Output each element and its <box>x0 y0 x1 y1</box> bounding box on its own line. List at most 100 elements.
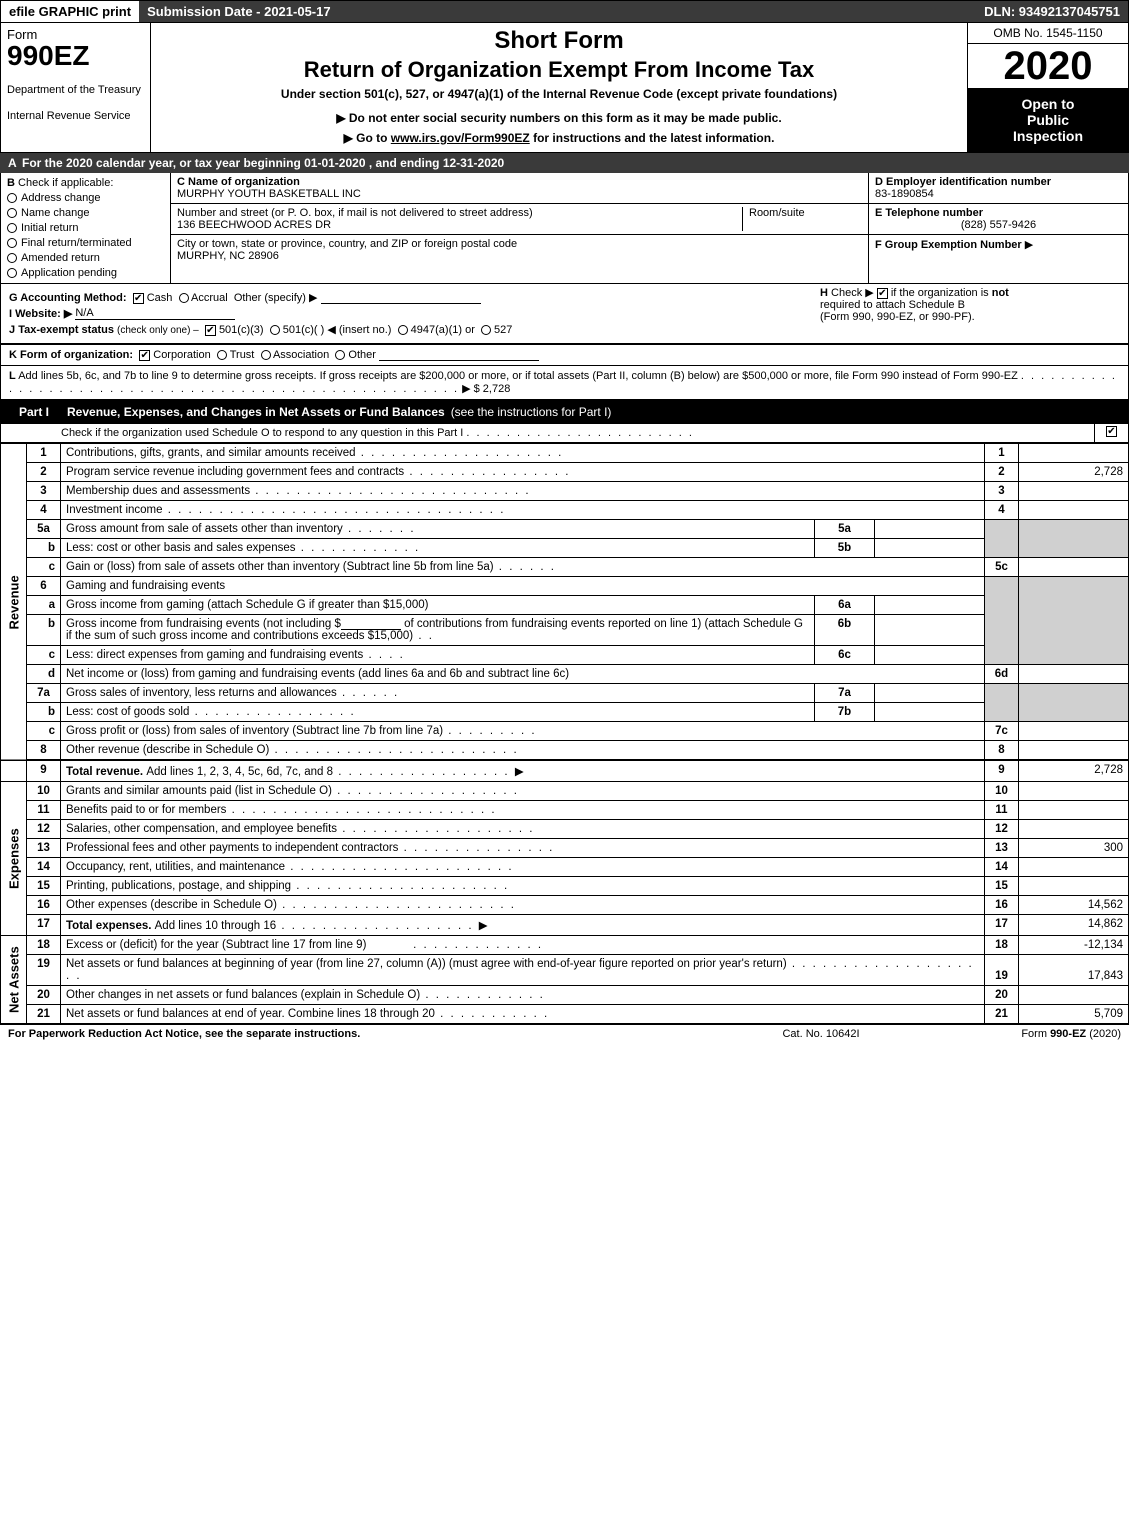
chk-527[interactable] <box>481 325 491 335</box>
open-to-public: Open to Public Inspection <box>968 88 1128 152</box>
part-i-check-row: Check if the organization used Schedule … <box>0 424 1129 443</box>
line-19-desc: Net assets or fund balances at beginning… <box>61 955 985 986</box>
box-e: E Telephone number (828) 557-9426 <box>869 204 1128 235</box>
part-i-title: Revenue, Expenses, and Changes in Net As… <box>67 405 445 419</box>
shade-7 <box>985 684 1019 722</box>
chk-address-change[interactable]: Address change <box>7 192 164 204</box>
chk-cash[interactable] <box>133 293 144 304</box>
efile-label: efile GRAPHIC print <box>1 1 139 22</box>
meta-ghij: H Check ▶ if the organization is not req… <box>0 284 1129 344</box>
revenue-side-label: Revenue <box>1 444 27 761</box>
line-12-desc: Salaries, other compensation, and employ… <box>61 820 985 839</box>
chk-final-return[interactable]: Final return/terminated <box>7 237 164 249</box>
line-6b-amt <box>875 615 985 646</box>
box-b-title: Check if applicable: <box>18 177 113 189</box>
line-9-desc: Total revenue. Add lines 1, 2, 3, 4, 5c,… <box>61 760 985 782</box>
chk-amended-return[interactable]: Amended return <box>7 252 164 264</box>
line-6d-amt <box>1019 665 1129 684</box>
line-1-desc: Contributions, gifts, grants, and simila… <box>61 444 985 463</box>
line-k: K Form of organization: Corporation Trus… <box>0 344 1129 365</box>
open-line2: Public <box>972 112 1124 128</box>
chk-other-org[interactable] <box>335 350 345 360</box>
short-form-title: Short Form <box>161 27 957 55</box>
line-8-desc: Other revenue (describe in Schedule O) .… <box>61 741 985 761</box>
other-method-input[interactable] <box>321 303 481 304</box>
chk-corporation[interactable] <box>139 350 150 361</box>
line-a-label: A <box>8 156 22 170</box>
part-i-label: Part I <box>9 404 59 420</box>
chk-association[interactable] <box>261 350 271 360</box>
ein-value: 83-1890854 <box>875 188 934 200</box>
org-address: 136 BEECHWOOD ACRES DR <box>177 219 331 231</box>
chk-schedule-o[interactable] <box>1106 426 1117 437</box>
page-footer: For Paperwork Reduction Act Notice, see … <box>0 1024 1129 1043</box>
header-left: Form 990EZ Department of the Treasury In… <box>1 23 151 152</box>
chk-application-pending[interactable]: Application pending <box>7 267 164 279</box>
other-org-input[interactable] <box>379 360 539 361</box>
line-7a-desc: Gross sales of inventory, less returns a… <box>61 684 815 703</box>
line-19-amt: 17,843 <box>1019 955 1129 986</box>
line-6a-desc: Gross income from gaming (attach Schedul… <box>61 596 815 615</box>
line-4-desc: Investment income . . . . . . . . . . . … <box>61 501 985 520</box>
line-17-amt: 14,862 <box>1019 915 1129 936</box>
box-b: B Check if applicable: Address change Na… <box>1 173 171 283</box>
line-15-amt <box>1019 877 1129 896</box>
info-right: D Employer identification number 83-1890… <box>868 173 1128 283</box>
line-2-desc: Program service revenue including govern… <box>61 463 985 482</box>
chk-initial-return[interactable]: Initial return <box>7 222 164 234</box>
name-label: Name of organization <box>188 176 300 188</box>
line-17-desc: Total expenses. Add lines 10 through 16 … <box>61 915 985 936</box>
line-15-desc: Printing, publications, postage, and shi… <box>61 877 985 896</box>
line-13-amt: 300 <box>1019 839 1129 858</box>
line-6c-amt <box>875 646 985 665</box>
dept-irs: Internal Revenue Service <box>7 110 144 122</box>
expenses-side-label: Expenses <box>1 782 27 936</box>
line-6c-desc: Less: direct expenses from gaming and fu… <box>61 646 815 665</box>
line-a-period: A For the 2020 calendar year, or tax yea… <box>0 153 1129 173</box>
open-line3: Inspection <box>972 128 1124 144</box>
chk-schedule-b[interactable] <box>877 288 888 299</box>
line-5a-amt <box>875 520 985 539</box>
submission-date: Submission Date - 2021-05-17 <box>139 1 339 22</box>
line-6d-desc: Net income or (loss) from gaming and fun… <box>61 665 985 684</box>
line-1-amt <box>1019 444 1129 463</box>
org-name: MURPHY YOUTH BASKETBALL INC <box>177 188 361 200</box>
tax-year: 2020 <box>968 44 1128 88</box>
line-16-amt: 14,562 <box>1019 896 1129 915</box>
box-c: C Name of organization MURPHY YOUTH BASK… <box>171 173 868 283</box>
line-12-amt <box>1019 820 1129 839</box>
return-title: Return of Organization Exempt From Incom… <box>161 57 957 83</box>
goto-note: ▶ Go to www.irs.gov/Form990EZ for instru… <box>161 131 957 145</box>
line-7b-desc: Less: cost of goods sold . . . . . . . .… <box>61 703 815 722</box>
line-14-desc: Occupancy, rent, utilities, and maintena… <box>61 858 985 877</box>
website-value: N/A <box>75 307 235 320</box>
shade-6 <box>985 577 1019 665</box>
header-mid: Short Form Return of Organization Exempt… <box>151 23 968 152</box>
line-6b-desc: Gross income from fundraising events (no… <box>61 615 815 646</box>
line-5b-amt <box>875 539 985 558</box>
line-20-amt <box>1019 986 1129 1005</box>
ssn-warning: ▶ Do not enter social security numbers o… <box>161 111 957 125</box>
irs-link[interactable]: www.irs.gov/Form990EZ <box>391 131 530 145</box>
chk-501c[interactable] <box>270 325 280 335</box>
shade-5 <box>985 520 1019 558</box>
chk-501c3[interactable] <box>205 325 216 336</box>
line-21-amt: 5,709 <box>1019 1005 1129 1024</box>
line-5a-desc: Gross amount from sale of assets other t… <box>61 520 815 539</box>
line-11-desc: Benefits paid to or for members . . . . … <box>61 801 985 820</box>
org-addr-row: Number and street (or P. O. box, if mail… <box>171 204 868 235</box>
line-8-amt <box>1019 741 1129 761</box>
line-7c-amt <box>1019 722 1129 741</box>
chk-4947[interactable] <box>398 325 408 335</box>
box-b-label: B <box>7 177 15 189</box>
footer-right: Form 990-EZ (2020) <box>921 1028 1121 1040</box>
chk-name-change[interactable]: Name change <box>7 207 164 219</box>
form-header: Form 990EZ Department of the Treasury In… <box>0 23 1129 153</box>
header-right: OMB No. 1545-1150 2020 Open to Public In… <box>968 23 1128 152</box>
line-9-amt: 2,728 <box>1019 760 1129 782</box>
chk-accrual[interactable] <box>179 293 189 303</box>
line-7a-amt <box>875 684 985 703</box>
chk-trust[interactable] <box>217 350 227 360</box>
line-4-amt <box>1019 501 1129 520</box>
line-7c-desc: Gross profit or (loss) from sales of inv… <box>61 722 985 741</box>
